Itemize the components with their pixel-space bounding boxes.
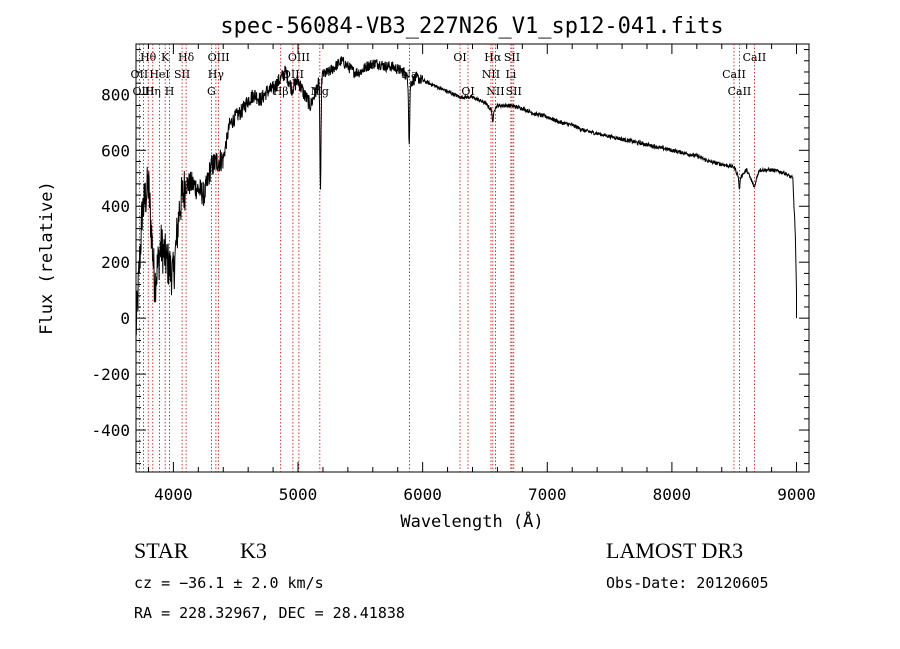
spectral-line-label: H <box>165 85 175 98</box>
spectral-line-label: OIII <box>208 51 230 64</box>
observation-date: Obs-Date: 20120605 <box>606 574 769 592</box>
x-tick-label: 5000 <box>279 485 318 504</box>
x-tick-label: 4000 <box>154 485 193 504</box>
spectral-line-label: Hδ <box>178 51 195 64</box>
redshift-velocity: cz = −36.1 ± 2.0 km/s <box>134 574 324 592</box>
spectral-line-label: OII <box>131 68 149 81</box>
spectral-line-label: SII <box>174 68 190 81</box>
spectral-line-label: CaII <box>743 51 767 64</box>
y-tick-label: -200 <box>91 365 130 384</box>
y-tick-label: -400 <box>91 421 130 440</box>
spectrum-line <box>135 56 797 336</box>
coordinates: RA = 228.32967, DEC = 28.41838 <box>134 604 405 622</box>
spectral-line-label: OIII <box>288 51 310 64</box>
spectral-line-markers <box>138 44 755 472</box>
spectral-line-label: NII <box>482 68 500 81</box>
object-subclass: K3 <box>240 538 267 563</box>
spectral-line-label: K <box>161 51 170 64</box>
spectral-line-label: OI <box>453 51 466 64</box>
spectral-line-label: G <box>207 85 216 98</box>
spectral-line-label: HeI <box>149 68 169 81</box>
x-tick-label: 8000 <box>653 485 692 504</box>
x-tick-label: 9000 <box>777 485 816 504</box>
spectral-line-label: Hγ <box>208 68 225 81</box>
spectral-line-label: Hα <box>484 51 502 64</box>
y-tick-label: 0 <box>120 309 130 328</box>
y-tick-label: 200 <box>101 253 130 272</box>
y-tick-label: 400 <box>101 197 130 216</box>
y-tick-label: 800 <box>101 85 130 104</box>
x-tick-label: 6000 <box>403 485 442 504</box>
spectral-line-label: OI <box>461 85 474 98</box>
x-axis-ticks: 4000 5000 6000 7000 8000 9000 <box>147 44 816 504</box>
y-tick-label: 600 <box>101 141 130 160</box>
chart-title: spec-56084-VB3_227N26_V1_sp12-041.fits <box>220 14 723 39</box>
y-axis-label: Flux (relative) <box>37 181 57 335</box>
spectral-line-label: Mg <box>311 85 329 98</box>
object-class: STAR <box>134 538 189 563</box>
spectral-line-label: CaII <box>722 68 746 81</box>
spectral-line-label: CaII <box>728 85 752 98</box>
spectral-line-label: Hη <box>145 85 161 98</box>
spectral-line-label: Li <box>505 68 516 81</box>
spectral-line-label: SII <box>506 85 522 98</box>
survey-name: LAMOST DR3 <box>606 538 744 563</box>
x-axis-label: Wavelength (Å) <box>400 510 543 532</box>
spectral-line-label: SII <box>504 51 520 64</box>
spectral-line-label: Hθ <box>140 51 157 64</box>
y-axis-ticks: -400 -200 0 200 400 600 800 <box>91 49 809 465</box>
x-tick-label: 7000 <box>528 485 567 504</box>
spectral-line-label: NII <box>486 85 504 98</box>
